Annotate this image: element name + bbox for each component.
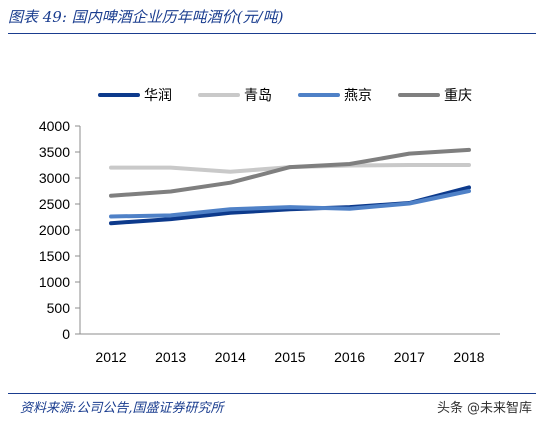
y-tick-label: 1000 bbox=[39, 274, 70, 290]
y-tick-label: 500 bbox=[47, 300, 71, 316]
y-tick-label: 3500 bbox=[39, 144, 70, 160]
y-tick-label: 0 bbox=[62, 326, 70, 342]
x-tick-label: 2015 bbox=[274, 349, 305, 365]
x-tick-label: 2014 bbox=[215, 349, 246, 365]
x-tick-label: 2018 bbox=[453, 349, 484, 365]
y-tick-label: 1500 bbox=[39, 248, 70, 264]
title-divider bbox=[8, 33, 536, 34]
source-divider bbox=[8, 393, 536, 394]
legend-label: 华润 bbox=[144, 88, 172, 104]
y-tick-label: 2500 bbox=[39, 196, 70, 212]
line-chart: 0 500 1000 1500 2000 2500 3000 3500 4000 2012 2013… bbox=[39, 88, 500, 365]
y-tick-label: 2000 bbox=[39, 222, 70, 238]
legend-label: 燕京 bbox=[344, 88, 372, 104]
figure-title: 图表 49: 国内啤酒企业历年吨酒价(元/吨) bbox=[8, 8, 284, 26]
watermark: 头条 @未来智库 bbox=[437, 397, 532, 416]
source-note: 资料来源:公司公告,国盛证券研究所 bbox=[20, 401, 224, 416]
legend-label: 重庆 bbox=[444, 88, 472, 104]
series-line bbox=[109, 189, 471, 219]
x-tick-label: 2017 bbox=[394, 349, 425, 365]
watermark-brand: @未来智库 bbox=[466, 401, 532, 416]
watermark-prefix: 头条 bbox=[436, 401, 463, 416]
y-tick-label: 4000 bbox=[39, 118, 70, 134]
y-tick-label: 3000 bbox=[39, 170, 70, 186]
x-tick-label: 2016 bbox=[334, 349, 365, 365]
legend-label: 青岛 bbox=[244, 88, 272, 104]
chart-legend: 华润 青岛 燕京 重庆 bbox=[98, 88, 472, 104]
series-line bbox=[109, 147, 471, 198]
chart-series bbox=[109, 147, 471, 226]
x-tick-label: 2012 bbox=[95, 349, 126, 365]
chart-axes: 0 500 1000 1500 2000 2500 3000 3500 4000 2012 2013… bbox=[39, 118, 500, 365]
x-tick-label: 2013 bbox=[155, 349, 186, 365]
